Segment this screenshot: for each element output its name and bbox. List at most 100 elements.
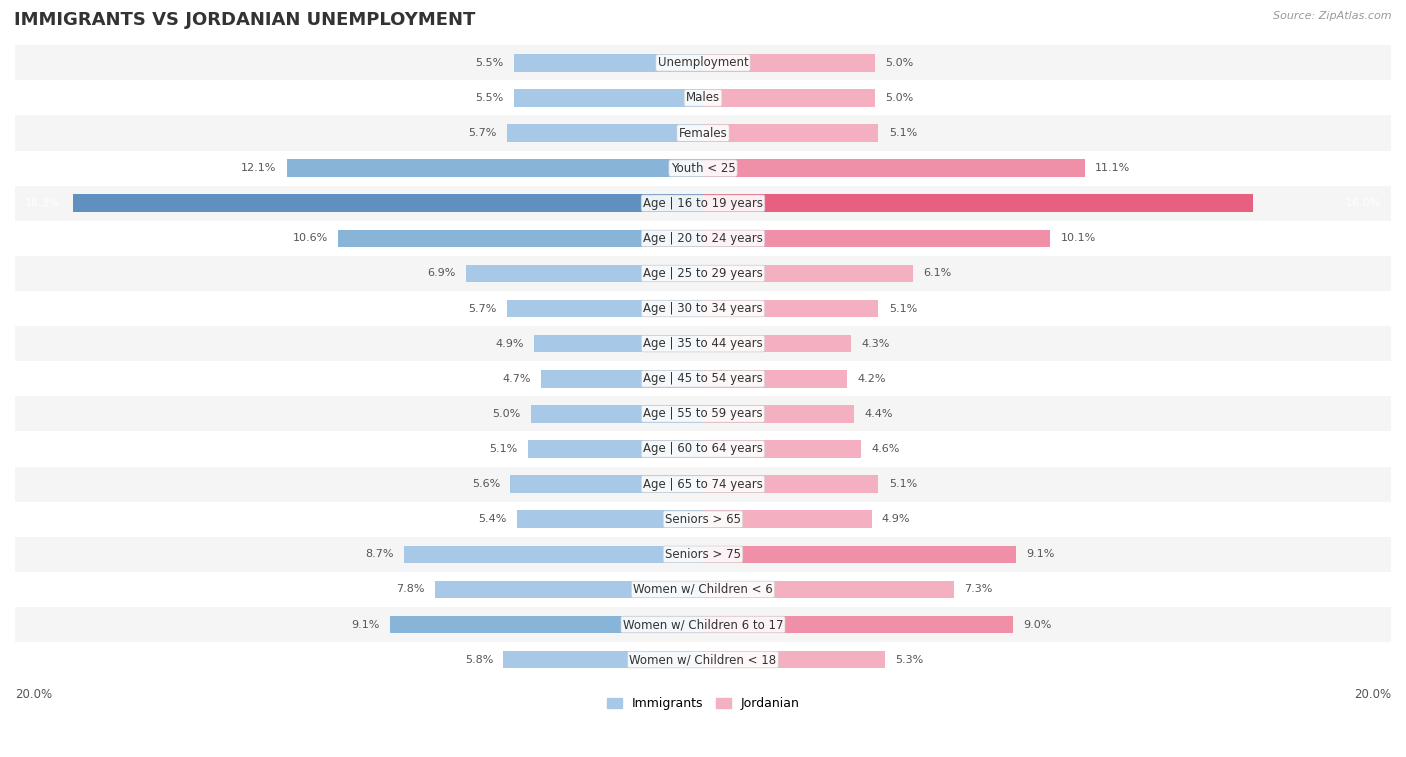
Bar: [703, 546, 1017, 563]
Bar: [15, 185, 1391, 221]
Bar: [15, 642, 1391, 678]
Text: 5.7%: 5.7%: [468, 128, 496, 138]
Text: 5.7%: 5.7%: [468, 304, 496, 313]
Bar: [15, 256, 1391, 291]
Bar: [15, 291, 1391, 326]
Bar: [15, 80, 1391, 116]
Text: 4.6%: 4.6%: [872, 444, 900, 454]
Bar: [389, 615, 703, 634]
Bar: [15, 45, 1391, 80]
Text: Age | 45 to 54 years: Age | 45 to 54 years: [643, 372, 763, 385]
Bar: [703, 581, 955, 598]
Bar: [531, 405, 703, 422]
Bar: [339, 229, 703, 247]
Bar: [703, 54, 875, 72]
Bar: [703, 89, 875, 107]
Text: 5.1%: 5.1%: [889, 128, 917, 138]
Text: 4.7%: 4.7%: [502, 374, 531, 384]
Bar: [703, 229, 1050, 247]
Text: 20.0%: 20.0%: [15, 687, 52, 701]
Text: 5.0%: 5.0%: [492, 409, 520, 419]
Bar: [15, 397, 1391, 431]
Text: 16.0%: 16.0%: [1346, 198, 1381, 208]
Bar: [465, 265, 703, 282]
Text: 5.6%: 5.6%: [472, 479, 501, 489]
Text: Seniors > 75: Seniors > 75: [665, 548, 741, 561]
Text: Males: Males: [686, 92, 720, 104]
Bar: [404, 546, 703, 563]
Text: 6.9%: 6.9%: [427, 269, 456, 279]
Bar: [703, 160, 1085, 177]
Text: Source: ZipAtlas.com: Source: ZipAtlas.com: [1274, 11, 1392, 21]
Text: IMMIGRANTS VS JORDANIAN UNEMPLOYMENT: IMMIGRANTS VS JORDANIAN UNEMPLOYMENT: [14, 11, 475, 30]
Text: 5.8%: 5.8%: [465, 655, 494, 665]
Text: 9.1%: 9.1%: [1026, 550, 1054, 559]
Text: Age | 30 to 34 years: Age | 30 to 34 years: [643, 302, 763, 315]
Text: 7.3%: 7.3%: [965, 584, 993, 594]
Bar: [15, 116, 1391, 151]
Bar: [703, 300, 879, 317]
Bar: [15, 326, 1391, 361]
Bar: [15, 431, 1391, 466]
Legend: Immigrants, Jordanian: Immigrants, Jordanian: [602, 692, 804, 715]
Text: Women w/ Children < 18: Women w/ Children < 18: [630, 653, 776, 666]
Text: Age | 20 to 24 years: Age | 20 to 24 years: [643, 232, 763, 245]
Text: 12.1%: 12.1%: [240, 164, 277, 173]
Text: 11.1%: 11.1%: [1095, 164, 1130, 173]
Bar: [527, 441, 703, 458]
Bar: [434, 581, 703, 598]
Bar: [15, 572, 1391, 607]
Bar: [287, 160, 703, 177]
Text: Age | 35 to 44 years: Age | 35 to 44 years: [643, 337, 763, 350]
Text: 4.3%: 4.3%: [862, 338, 890, 349]
Text: 9.1%: 9.1%: [352, 619, 380, 630]
Text: 5.0%: 5.0%: [886, 58, 914, 68]
Bar: [15, 361, 1391, 397]
Bar: [703, 265, 912, 282]
Bar: [703, 195, 1253, 212]
Text: 5.5%: 5.5%: [475, 58, 503, 68]
Text: 5.3%: 5.3%: [896, 655, 924, 665]
Text: Women w/ Children < 6: Women w/ Children < 6: [633, 583, 773, 596]
Bar: [703, 510, 872, 528]
Text: 18.3%: 18.3%: [25, 198, 60, 208]
Bar: [513, 89, 703, 107]
Bar: [15, 607, 1391, 642]
Bar: [517, 510, 703, 528]
Bar: [534, 335, 703, 353]
Text: 10.1%: 10.1%: [1060, 233, 1097, 243]
Text: 5.1%: 5.1%: [889, 304, 917, 313]
Text: 4.9%: 4.9%: [882, 514, 910, 524]
Bar: [510, 475, 703, 493]
Text: Age | 65 to 74 years: Age | 65 to 74 years: [643, 478, 763, 491]
Text: Age | 25 to 29 years: Age | 25 to 29 years: [643, 267, 763, 280]
Bar: [541, 370, 703, 388]
Text: Age | 55 to 59 years: Age | 55 to 59 years: [643, 407, 763, 420]
Bar: [15, 221, 1391, 256]
Text: 10.6%: 10.6%: [292, 233, 328, 243]
Text: 5.5%: 5.5%: [475, 93, 503, 103]
Bar: [703, 405, 855, 422]
Text: Age | 60 to 64 years: Age | 60 to 64 years: [643, 443, 763, 456]
Text: Age | 16 to 19 years: Age | 16 to 19 years: [643, 197, 763, 210]
Bar: [703, 615, 1012, 634]
Bar: [703, 335, 851, 353]
Text: 8.7%: 8.7%: [366, 550, 394, 559]
Text: Women w/ Children 6 to 17: Women w/ Children 6 to 17: [623, 618, 783, 631]
Text: 4.2%: 4.2%: [858, 374, 886, 384]
Text: 5.4%: 5.4%: [478, 514, 508, 524]
Text: 4.9%: 4.9%: [496, 338, 524, 349]
Text: 4.4%: 4.4%: [865, 409, 893, 419]
Bar: [508, 124, 703, 142]
Bar: [703, 651, 886, 668]
Text: 20.0%: 20.0%: [1354, 687, 1391, 701]
Text: Seniors > 65: Seniors > 65: [665, 512, 741, 525]
Text: 5.0%: 5.0%: [886, 93, 914, 103]
Bar: [703, 124, 879, 142]
Bar: [15, 537, 1391, 572]
Bar: [15, 466, 1391, 502]
Bar: [15, 502, 1391, 537]
Bar: [703, 441, 862, 458]
Text: 7.8%: 7.8%: [396, 584, 425, 594]
Text: 5.1%: 5.1%: [889, 479, 917, 489]
